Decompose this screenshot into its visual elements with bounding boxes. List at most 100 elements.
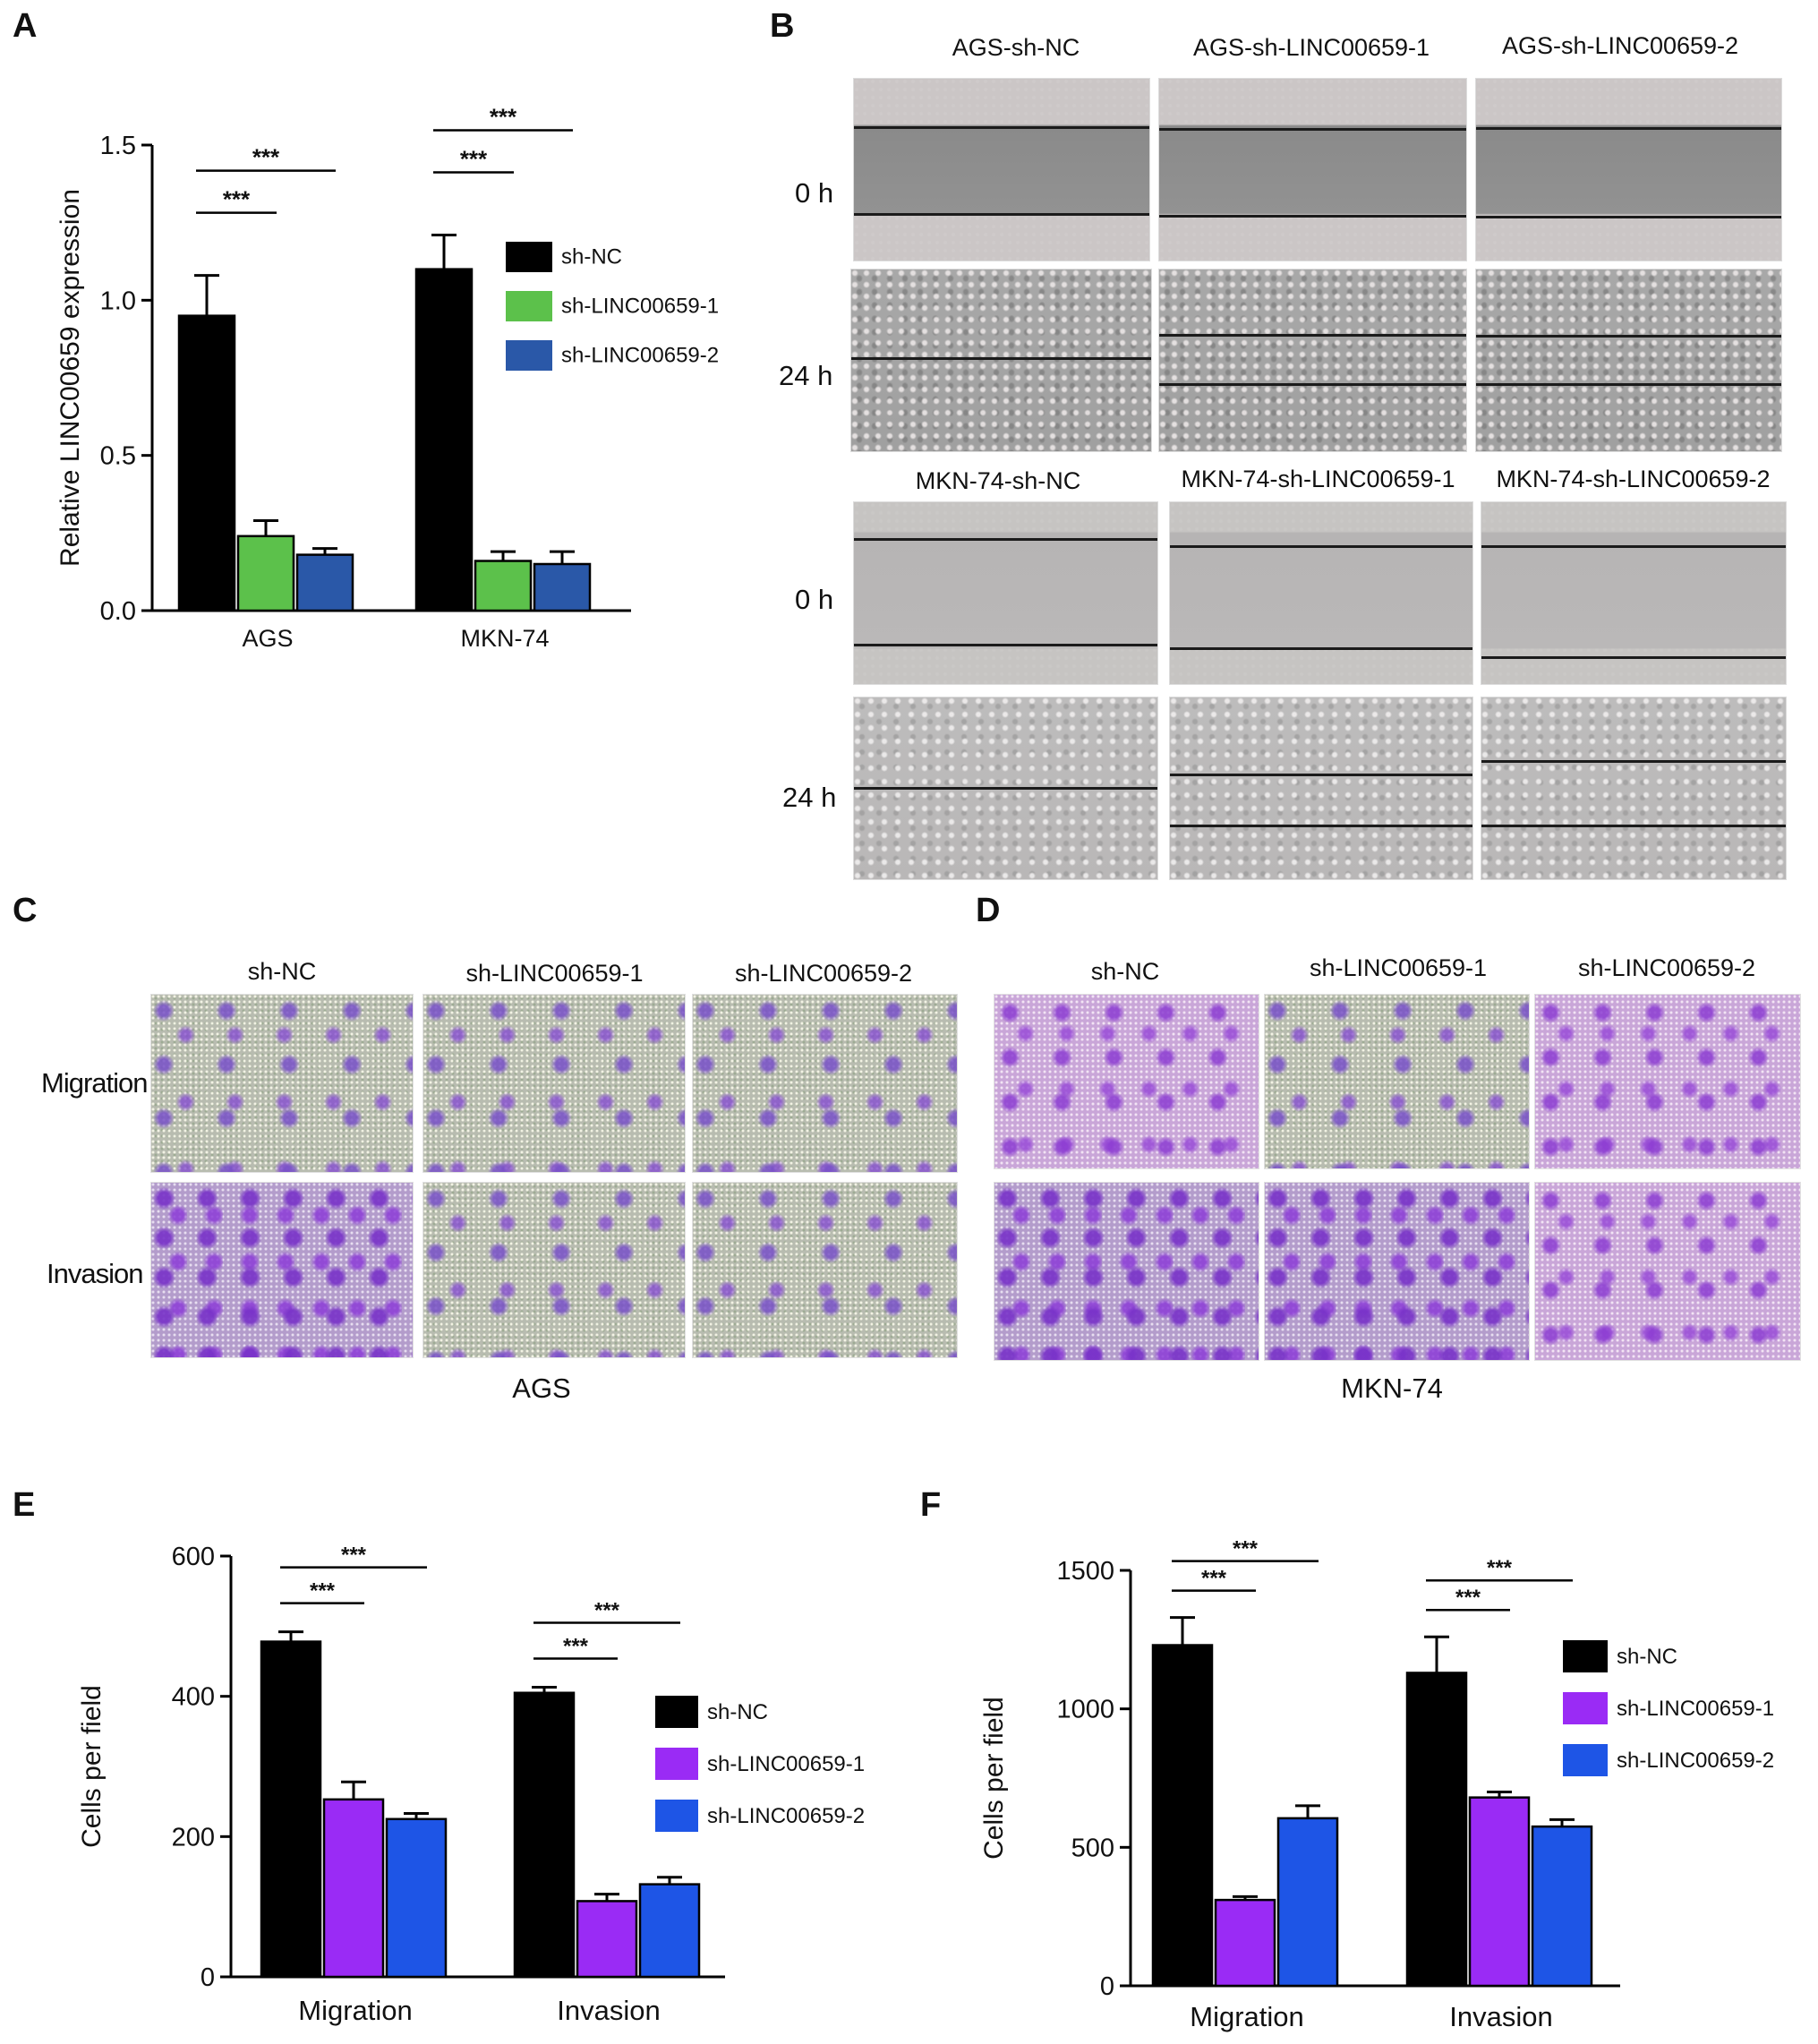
wound-image-mkn-sh-nc-24h (853, 697, 1158, 880)
legend-label: sh-LINC00659-2 (1617, 1749, 1774, 1773)
c-title-sh-2: sh-LINC00659-2 (734, 960, 913, 987)
wound-edge-line (1476, 335, 1781, 338)
x-category-label: Invasion (557, 1995, 660, 2026)
wound-edge-line (1481, 545, 1786, 548)
bar (1405, 1672, 1468, 1988)
y-tick-label: 500 (1071, 1834, 1114, 1862)
wound-edge-line (1159, 215, 1466, 218)
y-tick-label: 1500 (1056, 1557, 1114, 1586)
transwell-image-mkn-invasion-sh-2 (1534, 1182, 1801, 1361)
bar (260, 1640, 322, 1979)
y-tick-label: 0 (1100, 1972, 1114, 2001)
b-label-mkn-24h: 24 h (782, 782, 837, 813)
transwell-image-ags-migration-sh-1 (422, 994, 686, 1173)
legend-swatch (506, 242, 552, 272)
y-tick-label: 600 (172, 1543, 215, 1571)
wound-edge-line (854, 538, 1157, 541)
wound-edge-line (1159, 334, 1466, 337)
d-title-sh-nc: sh-NC (1090, 958, 1160, 985)
legend-swatch (1563, 1692, 1608, 1724)
bar (1151, 1644, 1214, 1988)
legend-label: sh-NC (561, 244, 622, 269)
wound-edge-line (1159, 383, 1466, 386)
wound-image-mkn-sh-1-24h (1169, 697, 1473, 880)
wound-image-ags-sh-nc-0h (853, 78, 1150, 261)
y-tick-label: 400 (172, 1683, 215, 1712)
bar (513, 1691, 576, 1979)
b-title-ags-sh-2: AGS-sh-LINC00659-2 (1501, 32, 1739, 59)
wound-edge-line (1170, 647, 1472, 650)
legend-swatch (655, 1800, 698, 1832)
y-axis-label: Cells per field (77, 1685, 107, 1848)
bar (1214, 1898, 1276, 1988)
legend-label: sh-LINC00659-1 (561, 294, 719, 318)
significance-label: *** (1201, 1567, 1227, 1591)
significance-label: *** (1233, 1537, 1259, 1561)
transwell-image-mkn-invasion-sh-nc (994, 1182, 1259, 1361)
bar (1276, 1817, 1339, 1988)
transwell-image-mkn-migration-sh-nc (994, 994, 1259, 1169)
significance-label: *** (490, 104, 517, 131)
wound-image-ags-sh-nc-24h (850, 269, 1152, 452)
x-category-label: MKN-74 (460, 625, 549, 652)
legend-swatch (655, 1696, 698, 1728)
transwell-image-ags-invasion-sh-1 (422, 1182, 686, 1358)
x-category-label: AGS (242, 625, 293, 652)
c-title-sh-1: sh-LINC00659-1 (465, 960, 644, 987)
wound-edge-line (854, 787, 1157, 790)
wound-edge-line (1481, 825, 1786, 827)
transwell-image-ags-migration-sh-nc (150, 994, 414, 1173)
wound-edge-line (854, 126, 1149, 129)
bar (638, 1883, 701, 1979)
transwell-image-ags-invasion-sh-2 (692, 1182, 958, 1358)
panel-label-a: A (13, 7, 38, 45)
transwell-image-ags-invasion-sh-nc (150, 1182, 414, 1358)
y-tick-label: 200 (172, 1823, 215, 1852)
significance-label: *** (594, 1598, 620, 1622)
significance-label: *** (252, 144, 280, 171)
b-title-mkn-sh-2: MKN-74-sh-LINC00659-2 (1496, 466, 1771, 492)
wound-image-ags-sh-1-0h (1158, 78, 1467, 261)
panel-label-f: F (920, 1486, 942, 1524)
wound-edge-line (1170, 825, 1472, 827)
y-tick-label: 0.0 (100, 597, 136, 626)
legend-label: sh-NC (1617, 1645, 1677, 1669)
bar (474, 560, 533, 612)
significance-label: *** (460, 146, 488, 173)
y-tick-label: 0.5 (100, 442, 136, 471)
wound-image-mkn-sh-nc-0h (853, 501, 1158, 685)
b-label-ags-0h: 0 h (795, 177, 834, 209)
chart-a: 0.0 0.5 1.0 1.5 Relative LINC00659 expressio… (55, 104, 719, 652)
wound-image-ags-sh-2-0h (1475, 78, 1782, 261)
significance-label: *** (1455, 1586, 1481, 1610)
wound-edge-line (1476, 383, 1781, 386)
wound-edge-line (1170, 774, 1472, 776)
bar (1531, 1825, 1593, 1988)
wound-image-mkn-sh-2-0h (1481, 501, 1787, 685)
y-tick-label: 1.0 (100, 287, 136, 315)
c-caption-ags: AGS (512, 1373, 571, 1404)
legend-swatch (1563, 1640, 1608, 1672)
wound-edge-line (854, 213, 1149, 216)
c-row-invasion: Invasion (47, 1258, 143, 1289)
bar (414, 268, 474, 612)
bar (1468, 1796, 1531, 1988)
significance-label: *** (223, 186, 251, 213)
legend-label: sh-LINC00659-2 (561, 343, 719, 367)
legend-label: sh-LINC00659-2 (707, 1804, 865, 1828)
bar (236, 535, 295, 612)
wound-edge-line (851, 357, 1151, 360)
legend-label: sh-LINC00659-1 (707, 1752, 865, 1776)
panel-label-d: D (976, 892, 1001, 929)
bar (385, 1817, 448, 1979)
significance-label: *** (310, 1579, 336, 1604)
wound-edge-line (1481, 656, 1786, 659)
c-title-sh-nc: sh-NC (247, 958, 317, 985)
d-caption-mkn74: MKN-74 (1341, 1373, 1443, 1404)
b-title-ags-sh-nc: AGS-sh-NC (952, 34, 1080, 61)
b-label-ags-24h: 24 h (779, 360, 833, 391)
b-title-mkn-sh-nc: MKN-74-sh-NC (915, 467, 1081, 494)
wound-edge-line (854, 644, 1157, 646)
